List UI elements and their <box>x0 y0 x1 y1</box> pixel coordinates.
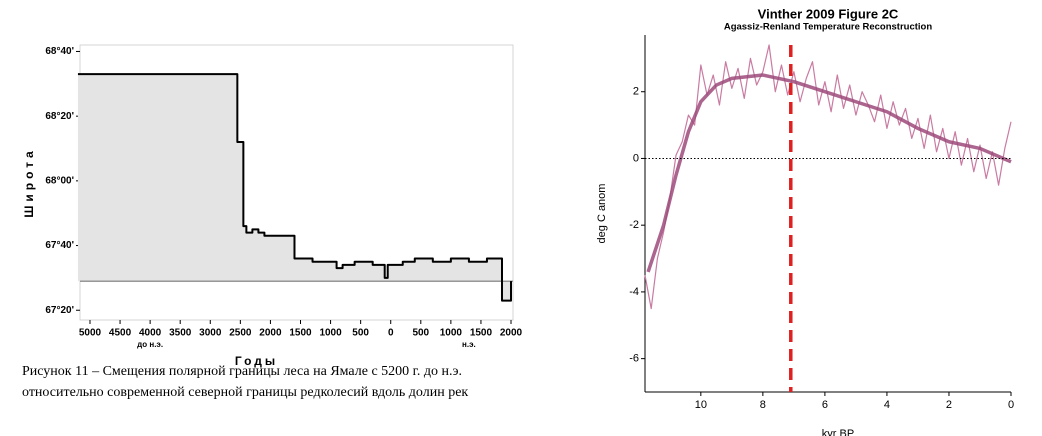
x-tick-label: 8 <box>760 399 766 411</box>
x-tick-label: 0 <box>1008 399 1014 411</box>
x-tick-label: 0 <box>388 328 394 339</box>
y-tick-label: 2 <box>633 86 639 98</box>
line <box>644 44 1012 310</box>
x-tick-label: 500 <box>352 328 369 339</box>
x-tick-label: 4 <box>884 399 890 411</box>
caption: относительно современной северной границ… <box>22 385 468 400</box>
x-tick-label: 500 <box>412 328 429 339</box>
x-tick-label: 4000 <box>139 328 162 339</box>
y-tick-label: 68°20' <box>45 111 74 122</box>
y-tick-label: 68°40' <box>45 46 74 57</box>
caption: Рисунок 11 – Смещения полярной границы л… <box>22 364 462 379</box>
x-tick-label: 10 <box>695 399 707 411</box>
x-tick-label: 2500 <box>229 328 252 339</box>
chart-subtitle: Agassiz-Renland Temperature Reconstructi… <box>724 22 933 33</box>
x-tick-label: 1000 <box>440 328 463 339</box>
x-tick-label: 1500 <box>470 328 493 339</box>
y-tick-label: 67°20' <box>45 305 74 316</box>
annotation: н.э. <box>462 340 476 349</box>
x-axis-label: Годы <box>235 354 278 368</box>
y-tick-label: 67°40' <box>45 240 74 251</box>
x-tick-label: 6 <box>822 399 828 411</box>
line <box>77 73 513 302</box>
x-tick-label: 3000 <box>199 328 222 339</box>
y-axis-label: Широта <box>22 147 36 217</box>
y-tick-label: 68°00' <box>45 175 74 186</box>
x-axis-label: kyr BP <box>822 428 854 436</box>
line <box>646 73 1012 273</box>
y-tick-label: 0 <box>633 152 639 164</box>
x-tick-label: 3500 <box>169 328 192 339</box>
y-tick-label: -2 <box>629 219 639 231</box>
y-axis-label: deg C anom <box>596 184 608 244</box>
area <box>77 74 512 301</box>
y-tick-label: -6 <box>629 353 639 365</box>
x-tick-label: 1500 <box>289 328 312 339</box>
x-tick-label: 4500 <box>109 328 132 339</box>
y-tick-label: -4 <box>629 286 639 298</box>
x-tick-label: 2 <box>946 399 952 411</box>
chart-title: Vinther 2009 Figure 2C <box>758 6 899 21</box>
x-tick-label: 2000 <box>500 328 523 339</box>
annotation: до н.э. <box>137 340 163 349</box>
x-tick-label: 1000 <box>319 328 342 339</box>
x-tick-label: 5000 <box>79 328 102 339</box>
x-tick-label: 2000 <box>259 328 282 339</box>
